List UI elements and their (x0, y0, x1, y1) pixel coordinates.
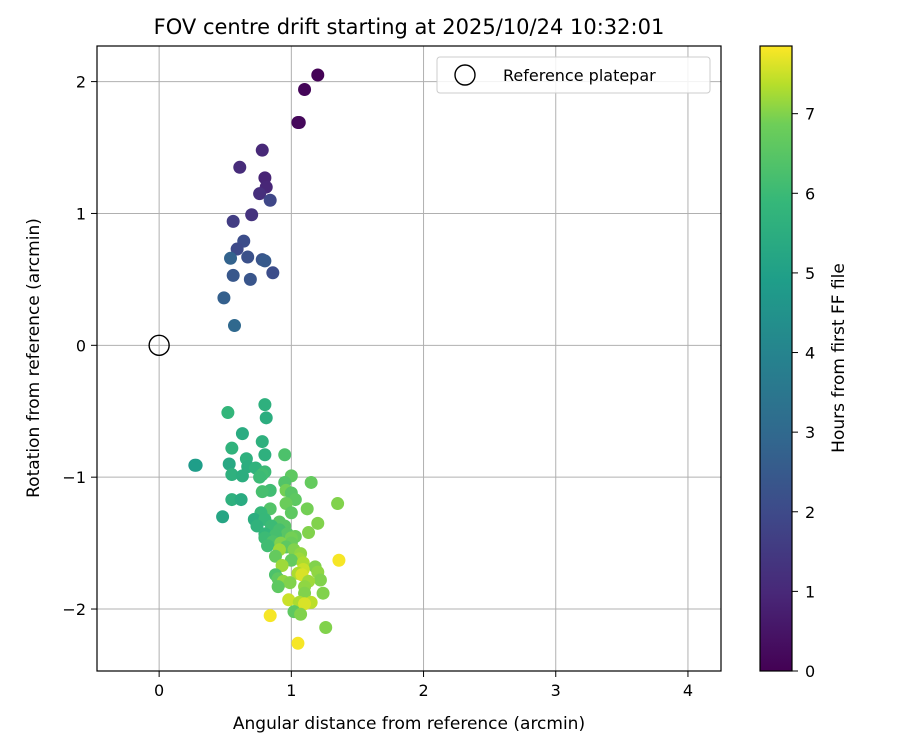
data-point (253, 470, 267, 484)
data-point (255, 435, 269, 449)
data-point (291, 636, 305, 650)
data-point (225, 493, 239, 507)
colorbar-tick-label: 0 (805, 662, 815, 681)
data-point (266, 266, 280, 280)
data-point (255, 143, 269, 157)
data-point (250, 519, 264, 533)
data-point (224, 251, 238, 265)
data-point (225, 468, 239, 482)
colorbar-label: Hours from first FF file (829, 263, 849, 453)
chart-title: FOV centre drift starting at 2025/10/24 … (154, 15, 665, 39)
data-point (319, 620, 333, 634)
reference-marker (148, 334, 170, 357)
y-axis-ticks: −2 −1 0 1 2 (62, 73, 97, 619)
reference-point (148, 334, 170, 357)
y-tick-label: −2 (62, 600, 86, 619)
colorbar-tick-label: 5 (805, 264, 815, 283)
data-point (292, 115, 306, 129)
legend-marker-open-circle (454, 64, 476, 86)
data-point (278, 448, 292, 462)
y-tick-label: 1 (76, 204, 86, 223)
data-point (253, 187, 267, 201)
data-point (226, 268, 240, 282)
data-point (227, 319, 241, 333)
data-point (302, 526, 316, 540)
data-points (188, 68, 346, 650)
data-point (298, 83, 312, 97)
data-point (222, 457, 236, 471)
y-axis-label: Rotation from reference (arcmin) (24, 218, 44, 498)
colorbar-gradient (759, 45, 793, 672)
data-point (259, 411, 273, 425)
data-point (304, 475, 318, 489)
data-point (255, 485, 269, 499)
data-point (313, 573, 327, 587)
data-point (268, 549, 282, 563)
data-point (235, 427, 249, 441)
y-tick-label: 2 (76, 73, 86, 92)
x-tick-label: 3 (551, 681, 561, 700)
data-point (216, 510, 230, 524)
data-point (225, 441, 239, 455)
legend-box (436, 56, 711, 94)
data-point (258, 398, 272, 412)
colorbar-tick-label: 7 (805, 105, 815, 124)
grid-lines (97, 46, 721, 671)
data-point (263, 193, 277, 207)
data-point (332, 553, 346, 567)
data-point (261, 539, 275, 553)
y-tick-label: 0 (76, 336, 86, 355)
data-point (235, 469, 249, 483)
data-point (283, 576, 297, 590)
data-point (298, 597, 312, 611)
y-tick-label: −1 (62, 468, 86, 487)
data-point (189, 458, 203, 472)
data-point (245, 208, 259, 222)
x-axis-label: Angular distance from reference (arcmin) (233, 714, 585, 734)
x-tick-label: 1 (286, 681, 296, 700)
colorbar-tick-label: 6 (805, 184, 815, 203)
data-point (271, 580, 285, 594)
data-point (311, 516, 325, 530)
x-axis-ticks: 0 1 2 3 4 (154, 671, 693, 700)
colorbar-tick-label: 2 (805, 503, 815, 522)
colorbar-ticks: 0 1 2 3 4 5 6 7 (792, 105, 815, 681)
data-point (311, 68, 325, 82)
data-point (331, 497, 345, 511)
data-point (263, 609, 277, 623)
plot-frame (96, 45, 722, 672)
colorbar-tick-label: 4 (805, 344, 815, 363)
data-point (294, 607, 308, 621)
data-point (300, 502, 314, 516)
data-point (275, 559, 289, 573)
data-point (217, 291, 231, 305)
data-point (226, 214, 240, 228)
data-point (241, 250, 255, 264)
data-point (221, 406, 235, 420)
legend: Reference platepar (436, 56, 711, 94)
data-point (284, 506, 298, 520)
data-point (243, 272, 257, 286)
data-point (258, 448, 272, 462)
colorbar-tick-label: 3 (805, 423, 815, 442)
colorbar-tick-label: 1 (805, 582, 815, 601)
x-tick-label: 2 (418, 681, 428, 700)
x-tick-label: 4 (683, 681, 693, 700)
data-point (234, 493, 248, 507)
data-point (258, 254, 272, 268)
data-point (282, 593, 296, 607)
data-point (230, 242, 244, 256)
data-point (233, 160, 247, 174)
colorbar: 0 1 2 3 4 5 6 7 Hours from first FF file (759, 45, 849, 681)
data-point (316, 586, 330, 600)
legend-label: Reference platepar (503, 66, 656, 85)
x-tick-label: 0 (154, 681, 164, 700)
